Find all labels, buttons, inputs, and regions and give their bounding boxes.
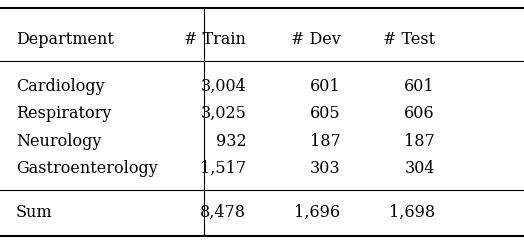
Text: 1,696: 1,696 — [294, 204, 341, 221]
Text: 3,004: 3,004 — [201, 78, 246, 95]
Text: 1,517: 1,517 — [200, 160, 246, 177]
Text: Sum: Sum — [16, 204, 52, 221]
Text: 187: 187 — [404, 133, 435, 150]
Text: # Dev: # Dev — [291, 32, 341, 48]
Text: 303: 303 — [310, 160, 341, 177]
Text: 3,025: 3,025 — [200, 105, 246, 122]
Text: # Train: # Train — [184, 32, 246, 48]
Text: 187: 187 — [310, 133, 341, 150]
Text: 601: 601 — [310, 78, 341, 95]
Text: # Test: # Test — [383, 32, 435, 48]
Text: 932: 932 — [216, 133, 246, 150]
Text: Neurology: Neurology — [16, 133, 101, 150]
Text: Respiratory: Respiratory — [16, 105, 111, 122]
Text: Cardiology: Cardiology — [16, 78, 104, 95]
Text: 605: 605 — [310, 105, 341, 122]
Text: 1,698: 1,698 — [389, 204, 435, 221]
Text: 606: 606 — [405, 105, 435, 122]
Text: 601: 601 — [405, 78, 435, 95]
Text: 304: 304 — [405, 160, 435, 177]
Text: 8,478: 8,478 — [200, 204, 246, 221]
Text: Department: Department — [16, 32, 114, 48]
Text: Gastroenterology: Gastroenterology — [16, 160, 158, 177]
